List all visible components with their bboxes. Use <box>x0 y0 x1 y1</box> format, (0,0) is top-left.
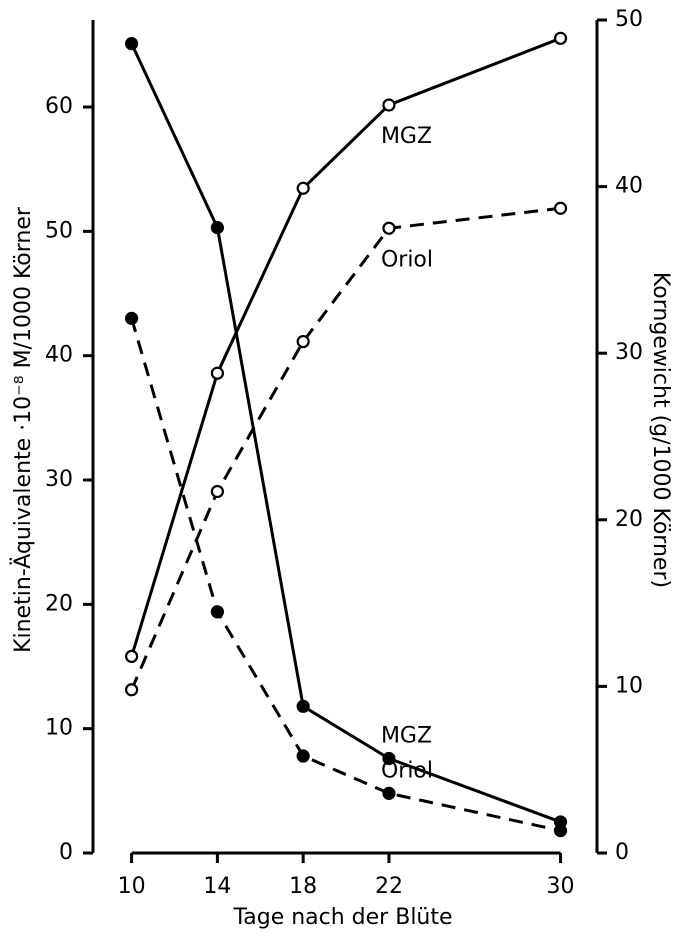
data-point <box>210 605 224 619</box>
y2-tick-label: 40 <box>615 174 643 199</box>
y-axis-label: Kinetin-Äquivalente ·10⁻⁸ M/1000 Körner <box>10 206 36 653</box>
series-label: Oriol <box>381 247 433 272</box>
data-point <box>296 181 310 195</box>
data-point <box>382 98 396 112</box>
series-label: MGZ <box>381 724 432 749</box>
data-point <box>382 221 396 235</box>
series-label: Oriol <box>381 758 433 783</box>
series-line <box>130 206 561 691</box>
y2-tick-label: 30 <box>615 340 643 365</box>
data-point <box>125 311 139 325</box>
y-tick-label: 40 <box>45 343 73 368</box>
data-point <box>382 786 396 800</box>
series-line <box>130 42 562 824</box>
y2-tick-label: 50 <box>615 7 643 32</box>
y-tick-label: 50 <box>45 218 73 243</box>
data-point <box>296 699 310 713</box>
x-tick-label: 10 <box>118 874 146 899</box>
data-point <box>382 751 396 766</box>
y-tick-label: 60 <box>45 94 73 119</box>
x-tick-label: 22 <box>375 874 403 899</box>
data-point <box>210 221 224 235</box>
data-point <box>296 749 310 763</box>
y-tick-label: 0 <box>59 840 73 865</box>
data-point <box>125 37 139 51</box>
y2-tick-label: 0 <box>615 840 629 865</box>
y2-axis-label: Korngewicht (g/1000 Körner) <box>648 272 673 588</box>
series-line <box>130 36 562 657</box>
y-tick-label: 20 <box>45 591 73 616</box>
data-point <box>125 683 139 697</box>
y2-tick-label: 10 <box>615 673 643 698</box>
y-tick-label: 30 <box>45 467 73 492</box>
x-axis-label: Tage nach der Blüte <box>232 905 452 930</box>
y-tick-label: 10 <box>45 716 73 741</box>
series-label: MGZ <box>381 124 432 149</box>
data-point <box>210 366 224 380</box>
data-point <box>210 484 224 499</box>
data-point <box>553 201 568 215</box>
x-tick-label: 14 <box>203 874 231 899</box>
data-point <box>125 649 139 664</box>
data-point <box>296 334 310 349</box>
data-point <box>553 824 568 838</box>
x-tick-label: 30 <box>547 874 575 899</box>
data-point <box>553 31 568 45</box>
x-tick-label: 18 <box>289 874 317 899</box>
y2-tick-label: 20 <box>615 507 643 532</box>
series-line <box>130 317 561 833</box>
